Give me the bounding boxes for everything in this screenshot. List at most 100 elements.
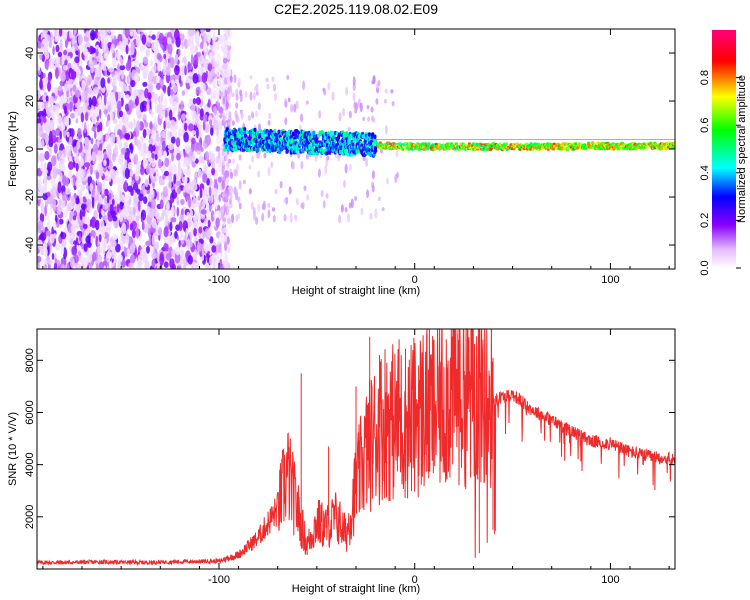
heatmap-cell [42, 192, 48, 201]
heatmap-cell [204, 123, 210, 134]
heatmap-cell [176, 147, 180, 153]
heatmap-cell [118, 212, 124, 223]
heatmap-cell [86, 184, 89, 190]
heatmap-cell [135, 215, 140, 222]
heatmap-cell [171, 163, 177, 175]
heatmap-cell [216, 129, 219, 137]
heatmap-cell [227, 86, 231, 96]
heatmap-cell [145, 48, 151, 57]
heatmap-cell [185, 76, 190, 84]
heatmap-cell [135, 137, 139, 147]
heatmap-cell [158, 32, 164, 45]
heatmap-cell [173, 173, 177, 185]
heatmap-cell [95, 262, 99, 269]
heatmap-cell [101, 183, 105, 196]
heatmap-cell [234, 188, 238, 199]
heatmap-cell [168, 144, 175, 150]
heatmap-cell [154, 153, 158, 161]
heatmap-cell [305, 153, 309, 160]
heatmap-cell [207, 63, 213, 72]
heatmap-cell [161, 110, 166, 118]
heatmap-cell [76, 140, 80, 150]
heatmap-cell [142, 43, 146, 51]
heatmap-cell [124, 180, 128, 191]
heatmap-cell [165, 237, 169, 245]
heatmap-cell [45, 103, 49, 115]
heatmap-cell [230, 134, 234, 140]
heatmap-cell [237, 196, 241, 204]
heatmap-cell [49, 208, 53, 216]
heatmap-cell [136, 221, 140, 228]
heatmap-cell [338, 214, 342, 224]
heatmap-cell [95, 48, 99, 57]
heatmap-cell [163, 53, 167, 60]
heatmap-cell [159, 180, 166, 186]
heatmap-cell [255, 110, 258, 118]
heatmap-cell [165, 200, 170, 210]
heatmap-cell [326, 155, 330, 161]
heatmap-cell [101, 62, 107, 71]
heatmap-cell [354, 108, 358, 114]
heatmap-cell [65, 145, 71, 152]
heatmap-cell [74, 108, 79, 118]
heatmap-cell [223, 147, 227, 152]
heatmap-cell [195, 35, 200, 42]
heatmap-cell [204, 218, 208, 224]
heatmap-cell [219, 55, 222, 67]
heatmap-cell [229, 185, 233, 191]
heatmap-cell [209, 200, 212, 212]
heatmap-cell [384, 88, 388, 94]
heatmap-cell [150, 185, 154, 196]
heatmap-cell [255, 91, 259, 96]
heatmap-cell [39, 114, 44, 126]
heatmap-cell [132, 130, 137, 137]
heatmap-cell [117, 254, 123, 263]
heatmap-cell [79, 197, 84, 204]
heatmap-cell [61, 191, 67, 201]
heatmap-cell [180, 198, 185, 206]
heatmap-cell [106, 251, 112, 259]
heatmap-cell [124, 29, 130, 38]
heatmap-cell [176, 152, 181, 161]
heatmap-cell [70, 112, 76, 119]
heatmap-cell [129, 254, 136, 264]
heatmap-cell [45, 135, 49, 146]
heatmap-cell [222, 115, 226, 124]
heatmap-cell [224, 89, 228, 98]
heatmap-cell [212, 187, 218, 197]
heatmap-cell [81, 235, 88, 245]
heatmap-cell [190, 43, 196, 55]
heatmap-cell [70, 128, 75, 138]
colorbar-tick-label: 0.2 [699, 213, 711, 228]
heatmap-cell [249, 91, 253, 101]
heatmap-cell [137, 200, 141, 212]
snr-xlabel: Height of straight line (km) [292, 583, 420, 595]
heatmap-cell [177, 186, 181, 194]
heatmap-cell [199, 108, 204, 117]
heatmap-cell [171, 153, 174, 162]
heatmap-cell [60, 263, 66, 269]
heatmap-cell [223, 77, 227, 85]
heatmap-cell [61, 123, 66, 131]
heatmap-cell [105, 120, 109, 127]
heatmap-cell [226, 176, 229, 185]
heatmap-cell [169, 235, 174, 245]
heatmap-cell [82, 105, 87, 115]
heatmap-cell [320, 189, 324, 198]
heatmap-cell [74, 56, 80, 64]
heatmap-cell [233, 74, 237, 84]
heatmap-cell [172, 101, 178, 111]
heatmap-cell [238, 180, 242, 190]
heatmap-cell [79, 169, 85, 179]
heatmap-cell [255, 216, 259, 225]
heatmap-cell [119, 201, 124, 210]
heatmap-cell [199, 42, 204, 50]
heatmap-cell [324, 164, 328, 175]
heatmap-cell [183, 131, 189, 143]
heatmap-cell [286, 74, 290, 80]
heatmap-cell [137, 29, 141, 35]
heatmap-cell [192, 73, 199, 84]
heatmap-cell [47, 161, 53, 172]
heatmap-cell [158, 158, 162, 169]
heatmap-cell [155, 82, 161, 91]
